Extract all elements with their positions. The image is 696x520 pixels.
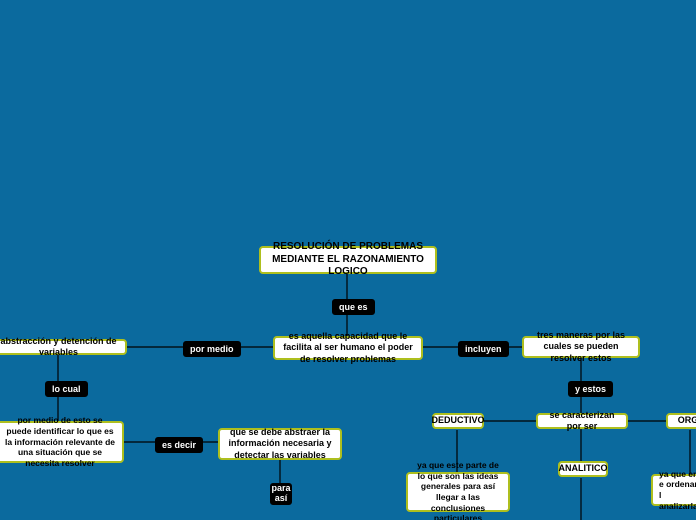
link-lo-cual: lo cual <box>45 381 88 397</box>
node-abstraer: que se debe abstraer la información nece… <box>218 428 342 460</box>
node-tres: tres maneras por las cuales se pueden re… <box>522 336 640 358</box>
node-analitico: ANALITICO <box>558 461 608 477</box>
node-caracterizan: se caracterizan por ser <box>536 413 628 429</box>
node-pormedio-de: por medio de esto se puede identificar l… <box>0 421 124 463</box>
node-capacidad: es aquella capacidad que le facilita al … <box>273 336 423 360</box>
link-incluyen: incluyen <box>458 341 509 357</box>
link-y-estos: y estos <box>568 381 613 397</box>
diagram-canvas: RESOLUCIÓN DE PROBLEMAS MEDIANTE EL RAZO… <box>0 0 696 520</box>
link-para-asi: para así <box>270 483 292 505</box>
link-que-es: que es <box>332 299 375 315</box>
node-org: ORG <box>666 413 696 429</box>
link-por-medio: por medio <box>183 341 241 357</box>
node-abstraccion: abstracción y detención de variables <box>0 339 127 355</box>
node-yaque-ded: ya que este parte de lo que son las idea… <box>406 472 510 512</box>
link-es-decir: es decir <box>155 437 203 453</box>
node-deductivo: DEDUCTIVO <box>432 413 484 429</box>
node-root: RESOLUCIÓN DE PROBLEMAS MEDIANTE EL RAZO… <box>259 246 437 274</box>
node-yaque-org: ya que en e ordenan l analizarlas <box>651 474 696 506</box>
